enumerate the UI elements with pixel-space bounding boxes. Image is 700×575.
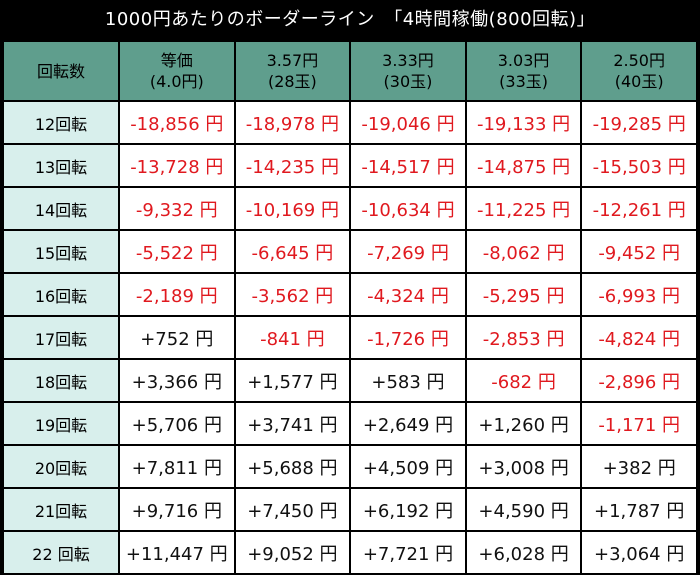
value-cell: -1,726 円 — [349, 315, 467, 360]
value-cell: +9,716 円 — [118, 487, 236, 532]
table-row: 21回転 +9,716 円 +7,450 円 +6,192 円 +4,590 円 +1,7… — [2, 487, 698, 532]
table-row: 12回転 -18,856 円 -18,978 円 -19,046 円 -19,133 円… — [2, 100, 698, 145]
value-cell: +9,052 円 — [233, 530, 352, 575]
header-rate-303yen: 3.03円 (33玉) — [464, 40, 583, 102]
value-cell: -10,634 円 — [349, 186, 467, 231]
value-cell: -6,993 円 — [580, 272, 698, 317]
table-row: 19回転 +5,706 円 +3,741 円 +2,649 円 +1,260 円 -1,1… — [2, 401, 698, 446]
value-cell: +1,787 円 — [580, 487, 698, 532]
value-cell: +3,064 円 — [580, 530, 698, 575]
value-cell: -11,225 円 — [464, 186, 583, 231]
row-label: 16回転 — [2, 272, 120, 317]
value-cell: -682 円 — [464, 358, 583, 403]
value-cell: -15,503 円 — [580, 143, 698, 188]
value-cell: +1,260 円 — [464, 401, 583, 446]
header-rate-4yen: 等価 (4.0円) — [118, 40, 236, 102]
value-cell: -5,522 円 — [118, 229, 236, 274]
row-label: 19回転 — [2, 401, 120, 446]
value-cell: -8,062 円 — [464, 229, 583, 274]
value-cell: -19,046 円 — [349, 100, 467, 145]
value-cell: -4,824 円 — [580, 315, 698, 360]
value-cell: -19,285 円 — [580, 100, 698, 145]
header-rate-357yen: 3.57円 (28玉) — [233, 40, 352, 102]
value-cell: +752 円 — [118, 315, 236, 360]
value-cell: +7,721 円 — [349, 530, 467, 575]
value-cell: -9,332 円 — [118, 186, 236, 231]
table-row: 13回転 -13,728 円 -14,235 円 -14,517 円 -14,875 円… — [2, 143, 698, 188]
value-cell: -6,645 円 — [233, 229, 352, 274]
table-row: 18回転 +3,366 円 +1,577 円 +583 円 -682 円 -2,896 円 — [2, 358, 698, 403]
table-row: 16回転 -2,189 円 -3,562 円 -4,324 円 -5,295 円 -6,9… — [2, 272, 698, 317]
row-label: 12回転 — [2, 100, 120, 145]
value-cell: +1,577 円 — [233, 358, 352, 403]
row-label: 13回転 — [2, 143, 120, 188]
value-cell: -9,452 円 — [580, 229, 698, 274]
value-cell: -10,169 円 — [233, 186, 352, 231]
value-cell: -19,133 円 — [464, 100, 583, 145]
value-cell: -7,269 円 — [349, 229, 467, 274]
value-cell: +3,008 円 — [464, 444, 583, 489]
value-cell: -2,189 円 — [118, 272, 236, 317]
row-label: 17回転 — [2, 315, 120, 360]
value-cell: +5,706 円 — [118, 401, 236, 446]
row-label: 14回転 — [2, 186, 120, 231]
value-cell: -4,324 円 — [349, 272, 467, 317]
value-cell: -18,856 円 — [118, 100, 236, 145]
table-row: 22 回転 +11,447 円 +9,052 円 +7,721 円 +6,028 円 +3… — [2, 530, 698, 575]
table-row: 14回転 -9,332 円 -10,169 円 -10,634 円 -11,225 円-… — [2, 186, 698, 231]
value-cell: -1,171 円 — [580, 401, 698, 446]
table-title: 1000円あたりのボーダーライン 「4時間稼働(800回転)」 — [104, 9, 596, 30]
value-cell: +6,028 円 — [464, 530, 583, 575]
row-label: 20回転 — [2, 444, 120, 489]
table-row: 15回転 -5,522 円 -6,645 円 -7,269 円 -8,062 円 -9,4… — [2, 229, 698, 274]
value-cell: -12,261 円 — [580, 186, 698, 231]
border-line-chart: 1000円あたりのボーダーライン 「4時間稼働(800回転)」 回転数 等価 (4… — [2, 9, 698, 575]
value-cell: +5,688 円 — [233, 444, 352, 489]
value-cell: -18,978 円 — [233, 100, 352, 145]
row-label: 21回転 — [2, 487, 120, 532]
value-cell: -5,295 円 — [464, 272, 583, 317]
value-cell: -2,896 円 — [580, 358, 698, 403]
value-cell: +7,811 円 — [118, 444, 236, 489]
value-cell: +583 円 — [349, 358, 467, 403]
table-body: 12回転 -18,856 円 -18,978 円 -19,046 円 -19,133 円… — [2, 100, 698, 575]
value-cell: +382 円 — [580, 444, 698, 489]
value-cell: +3,366 円 — [118, 358, 236, 403]
value-cell: +4,590 円 — [464, 487, 583, 532]
header-row: 回転数 等価 (4.0円) 3.57円 (28玉) 3.33円 (30玉) 3.03円… — [2, 40, 698, 102]
value-cell: -3,562 円 — [233, 272, 352, 317]
table-row: 20回転 +7,811 円 +5,688 円 +4,509 円 +3,008 円 +382… — [2, 444, 698, 489]
row-label: 15回転 — [2, 229, 120, 274]
value-cell: -2,853 円 — [464, 315, 583, 360]
value-cell: +7,450 円 — [233, 487, 352, 532]
header-rate-250yen: 2.50円 (40玉) — [580, 40, 698, 102]
value-cell: -14,235 円 — [233, 143, 352, 188]
value-cell: +2,649 円 — [349, 401, 467, 446]
header-spins: 回転数 — [2, 40, 120, 102]
border-line-table: 回転数 等価 (4.0円) 3.57円 (28玉) 3.33円 (30玉) 3.03円… — [2, 40, 698, 575]
value-cell: +6,192 円 — [349, 487, 467, 532]
value-cell: -14,875 円 — [464, 143, 583, 188]
value-cell: +11,447 円 — [118, 530, 236, 575]
row-label: 22 回転 — [2, 530, 120, 575]
value-cell: -13,728 円 — [118, 143, 236, 188]
value-cell: -14,517 円 — [349, 143, 467, 188]
table-row: 17回転 +752 円 -841 円 -1,726 円 -2,853 円 -4,824 円 — [2, 315, 698, 360]
value-cell: +4,509 円 — [349, 444, 467, 489]
row-label: 18回転 — [2, 358, 120, 403]
header-rate-333yen: 3.33円 (30玉) — [349, 40, 467, 102]
value-cell: +3,741 円 — [233, 401, 352, 446]
value-cell: -841 円 — [233, 315, 352, 360]
